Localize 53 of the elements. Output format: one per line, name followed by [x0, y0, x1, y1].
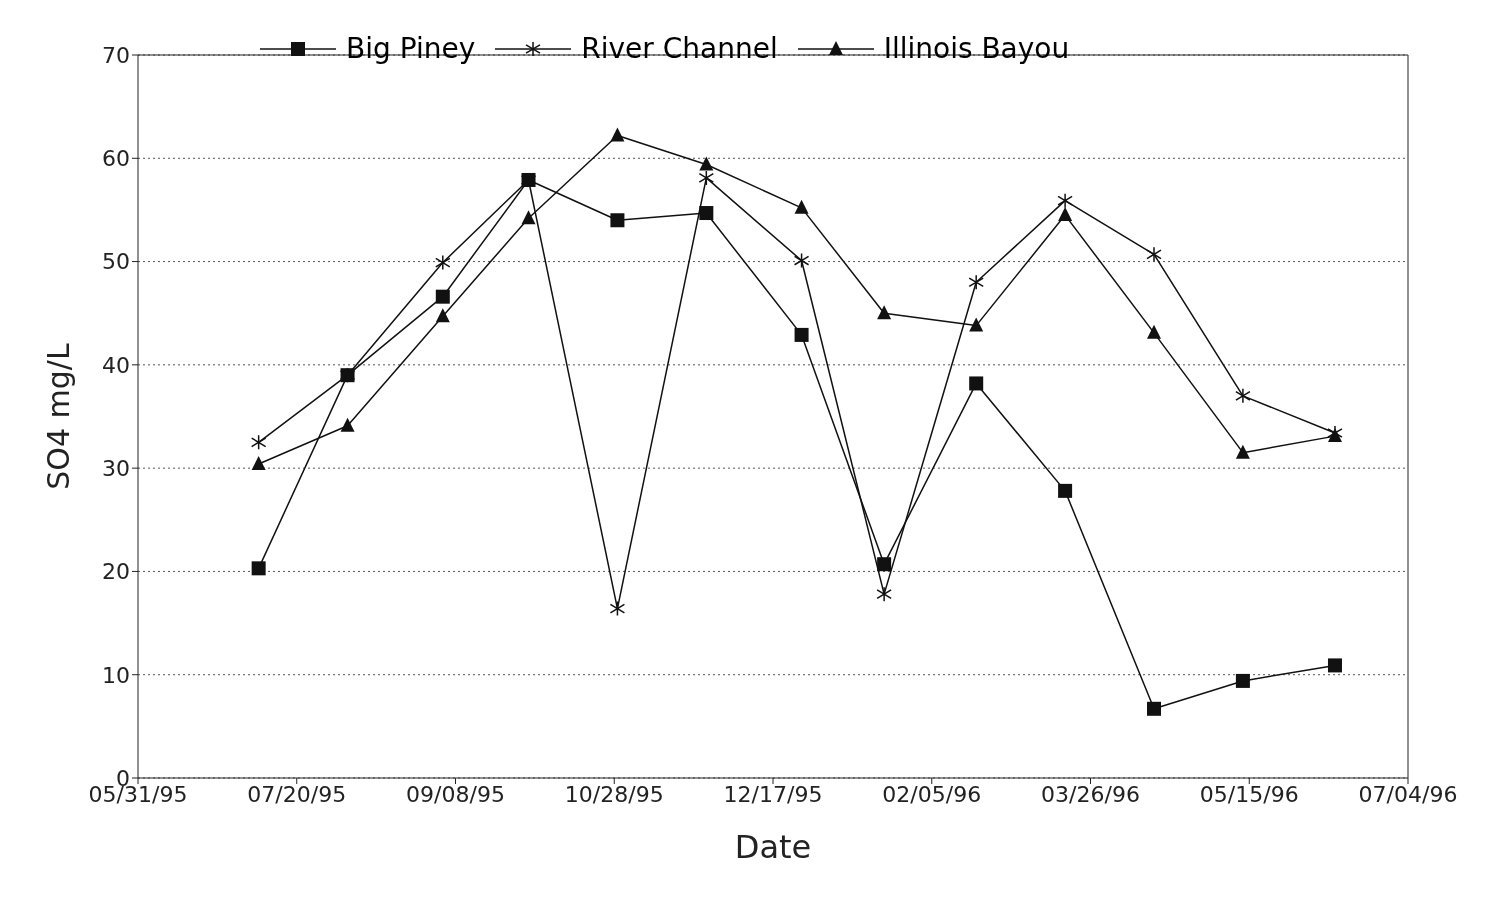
point — [251, 456, 266, 471]
point — [877, 557, 892, 572]
point — [1235, 444, 1250, 459]
point — [1058, 207, 1073, 222]
x-tick-label: 02/05/96 — [882, 781, 982, 807]
point — [794, 199, 809, 214]
y-tick-label: 50 — [102, 249, 130, 275]
point — [1147, 324, 1161, 339]
y-tick-label: 30 — [102, 455, 130, 481]
point — [1327, 658, 1342, 673]
point — [435, 308, 450, 323]
point — [1147, 701, 1161, 716]
legend-label: Illinois Bayou — [883, 32, 1070, 65]
y-tick-label: 70 — [102, 42, 130, 68]
y-tick-label: 40 — [102, 352, 130, 378]
y-tick-label: 60 — [102, 146, 130, 172]
point — [609, 600, 626, 617]
point — [793, 252, 810, 269]
point — [521, 210, 536, 225]
legend-label: Big Piney — [346, 32, 476, 65]
point — [1057, 192, 1073, 209]
point — [1146, 246, 1162, 263]
point — [610, 213, 625, 228]
y-axis-title: SO4 mg/L — [40, 343, 76, 490]
point — [969, 376, 984, 391]
point — [877, 305, 892, 320]
y-tick-label: 10 — [102, 662, 130, 688]
legend-label: River Channel — [581, 32, 778, 65]
point — [1235, 388, 1251, 404]
x-tick-label: 07/20/95 — [247, 781, 347, 807]
point — [1235, 673, 1250, 688]
point — [794, 327, 809, 342]
x-tick-label: 03/26/96 — [1041, 781, 1140, 807]
point — [969, 317, 984, 332]
point — [1058, 483, 1073, 498]
point — [435, 289, 450, 304]
point — [340, 417, 355, 432]
point — [251, 561, 266, 576]
x-tick-label: 05/15/96 — [1199, 781, 1299, 807]
point — [699, 206, 714, 221]
point — [698, 170, 715, 186]
point — [699, 156, 714, 171]
point — [610, 127, 625, 142]
point — [968, 274, 984, 290]
y-tick-label: 20 — [102, 559, 130, 585]
x-tick-label: 07/04/96 — [1358, 781, 1458, 807]
point — [435, 254, 451, 271]
x-tick-label: 10/28/95 — [564, 781, 664, 807]
x-tick-label: 09/08/95 — [406, 781, 505, 807]
point — [876, 586, 892, 602]
x-axis-title: Date — [734, 828, 812, 866]
point — [250, 434, 267, 451]
x-tick-label: 12/17/95 — [723, 781, 823, 807]
